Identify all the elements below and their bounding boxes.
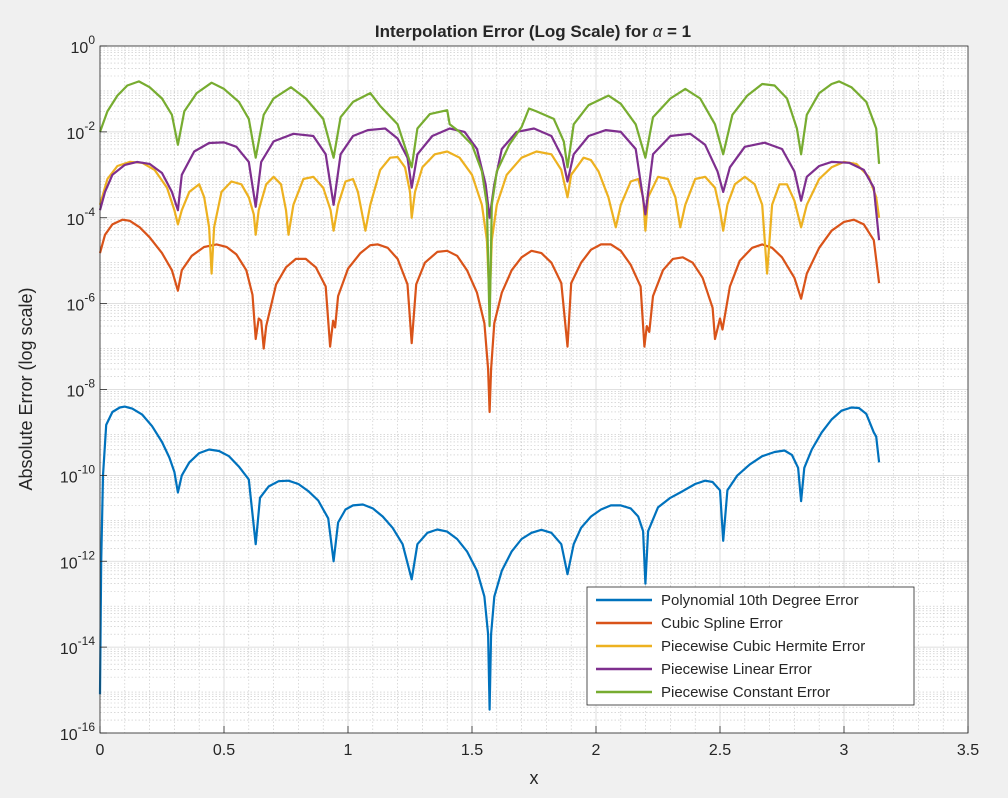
x-tick-label: 1.5: [461, 742, 483, 759]
legend-label: Polynomial 10th Degree Error: [661, 592, 859, 609]
legend: Polynomial 10th Degree Error Cubic Spline…: [586, 586, 915, 706]
legend-label: Piecewise Cubic Hermite Error: [661, 638, 865, 655]
legend-label: Piecewise Constant Error: [661, 684, 830, 701]
y-axis-ticks: 100 10-2 10-4 10-6 10-8 10-10 10-12 10-14 10-16: [60, 33, 107, 744]
series-line: [98, 405, 881, 711]
x-tick-label: 0: [96, 742, 105, 759]
series-line: [98, 218, 881, 414]
series-line: [98, 80, 881, 328]
chart-title-suffix: = 1: [662, 22, 691, 41]
x-tick-label: 3.5: [957, 742, 979, 759]
y-tick-label: 10-16: [60, 720, 95, 744]
chart-title: Interpolation Error (Log Scale) for α = …: [375, 22, 691, 41]
y-axis-label: Absolute Error (log scale): [16, 287, 36, 490]
y-tick-label: 10-2: [67, 119, 96, 143]
legend-label: Piecewise Linear Error: [661, 661, 812, 678]
y-tick-label: 10-6: [67, 291, 96, 315]
x-axis-label: x: [530, 768, 539, 788]
y-tick-label: 10-14: [60, 634, 95, 658]
x-tick-label: 0.5: [213, 742, 235, 759]
y-tick-label: 10-4: [67, 205, 96, 229]
chart-title-symbol: α: [653, 22, 664, 41]
y-tick-label: 10-12: [60, 548, 95, 572]
y-tick-label: 10-8: [67, 377, 96, 401]
x-tick-label: 1: [344, 742, 353, 759]
legend-label: Cubic Spline Error: [661, 615, 783, 632]
x-tick-label: 3: [840, 742, 849, 759]
x-tick-label: 2.5: [709, 742, 731, 759]
x-tick-label: 2: [592, 742, 601, 759]
series-line: [98, 150, 881, 305]
y-tick-label: 10-10: [60, 462, 95, 486]
series-lines: [98, 80, 881, 711]
x-axis-ticks: 0 0.5 1 1.5 2 2.5 3 3.5: [96, 726, 979, 759]
y-tick-label: 100: [71, 33, 96, 57]
chart-title-prefix: Interpolation Error (Log Scale) for: [375, 22, 653, 41]
